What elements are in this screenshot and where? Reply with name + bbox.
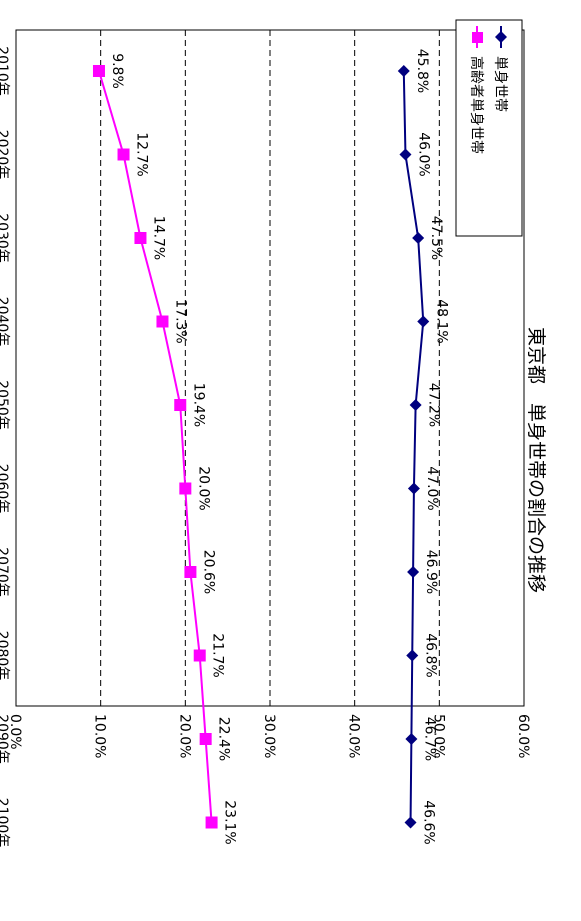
data-label: 12.7%: [134, 132, 150, 176]
data-point: [404, 816, 417, 829]
data-label: 46.9%: [423, 550, 439, 594]
x-tick-label: 2040年: [0, 297, 10, 347]
data-label: 9.8%: [109, 53, 125, 89]
data-label: 22.4%: [216, 717, 232, 761]
data-label: 14.7%: [150, 216, 166, 260]
data-point: [417, 315, 430, 328]
x-tick-label: 2100年: [0, 798, 10, 848]
x-tick-label: 2060年: [0, 464, 10, 514]
series-line: [98, 70, 213, 823]
y-tick-label: 30.0%: [261, 714, 277, 758]
y-tick-label: 10.0%: [92, 714, 108, 758]
data-label: 47.0%: [424, 466, 440, 510]
data-label: 19.4%: [190, 383, 206, 427]
y-tick-label: 50.0%: [430, 714, 446, 758]
y-tick-label: 60.0%: [515, 714, 531, 758]
data-label: 48.1%: [433, 299, 449, 343]
data-point: [205, 816, 218, 829]
data-point: [117, 148, 130, 161]
data-point: [405, 733, 418, 745]
legend-marker-diamond: [495, 31, 507, 43]
data-label: 47.5%: [428, 216, 444, 260]
data-label: 46.6%: [421, 800, 437, 844]
data-point: [409, 399, 422, 411]
data-label: 45.8%: [414, 49, 430, 93]
data-label: 46.0%: [415, 132, 431, 176]
x-tick-label: 2070年: [0, 547, 10, 597]
data-point: [92, 65, 105, 77]
x-tick-label: 2080年: [0, 631, 10, 681]
data-point: [174, 399, 187, 411]
data-point: [407, 482, 420, 495]
data-label: 17.3%: [172, 299, 188, 343]
y-tick-label: 20.0%: [176, 714, 192, 758]
x-tick-label: 2090年: [0, 714, 10, 764]
y-axis-ticks: 0.0% 10.0% 20.0% 30.0% 40.0% 50.0% 60.0%: [7, 714, 531, 758]
data-label: 23.1%: [222, 800, 238, 844]
data-point: [156, 315, 169, 328]
data-label: 46.7%: [421, 717, 437, 761]
data-point: [397, 65, 410, 77]
x-tick-label: 2020年: [0, 130, 10, 180]
legend-marker-square: [472, 32, 483, 43]
legend-label-elderly: 高齢者単身世帯: [468, 56, 485, 154]
data-point: [184, 566, 197, 578]
series-single: 45.8% 46.0% 47.5% 48.1% 47.2% 47.0% 46.9% 46.8%…: [397, 49, 449, 845]
data-label: 46.8%: [422, 633, 438, 677]
data-label: 47.2%: [426, 383, 442, 427]
data-label: 21.7%: [210, 633, 226, 677]
data-label: 20.0%: [195, 466, 211, 510]
data-point: [412, 232, 425, 244]
legend: 単身世帯 高齢者単身世帯: [455, 19, 523, 237]
x-axis-ticks: 2010年 2020年 2030年 2040年 2050年 2060年 2070年 2080年…: [0, 46, 10, 847]
data-point: [179, 482, 192, 495]
y-tick-label: 0.0%: [7, 714, 23, 750]
data-point: [199, 733, 212, 745]
data-point: [407, 566, 420, 578]
data-point: [193, 649, 206, 662]
data-label: 20.6%: [200, 550, 216, 594]
legend-label-single: 単身世帯: [492, 56, 508, 112]
series-elderly: 9.8% 12.7% 14.7% 17.3% 19.4% 20.0% 20.6% 21.7% 2…: [92, 53, 238, 845]
series-line: [402, 70, 425, 823]
legend-box: [455, 19, 523, 237]
data-point: [134, 232, 147, 244]
x-tick-label: 2010年: [0, 46, 10, 96]
data-point: [399, 148, 412, 161]
chart-title: 東京都 単身世帯の割合の推移: [525, 327, 547, 593]
y-tick-label: 40.0%: [346, 714, 362, 758]
x-tick-label: 2030年: [0, 213, 10, 263]
series-layer: 45.8% 46.0% 47.5% 48.1% 47.2% 47.0% 46.9% 46.8%…: [92, 49, 449, 845]
x-tick-label: 2050年: [0, 380, 10, 430]
gridlines: [100, 30, 440, 706]
